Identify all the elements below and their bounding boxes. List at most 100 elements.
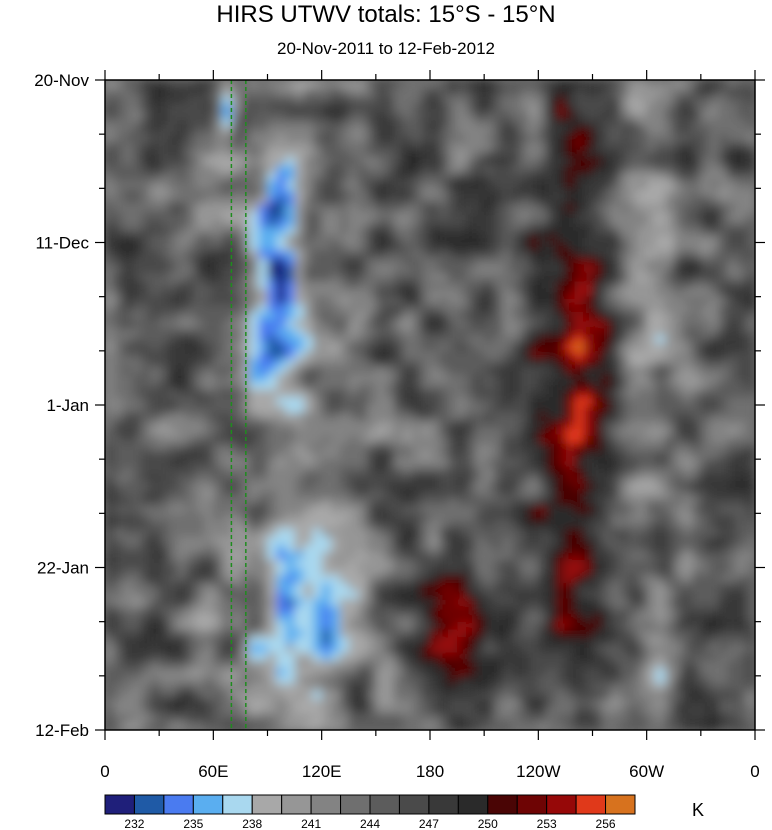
heatmap-cell (430, 281, 440, 290)
heatmap-cell (366, 134, 377, 143)
heatmap-cell (583, 513, 594, 522)
heatmap-cell (105, 196, 115, 205)
heatmap-cell (736, 110, 747, 120)
heatmap-cell (105, 521, 115, 530)
heatmap-cell (168, 559, 178, 569)
heatmap-cell (348, 80, 359, 89)
heatmap-cell (637, 451, 648, 460)
heatmap-cell (267, 405, 278, 414)
heatmap-cell (727, 126, 738, 135)
heatmap-cell (745, 196, 755, 205)
heatmap-cell (565, 521, 576, 530)
heatmap-cell (700, 567, 711, 576)
heatmap-cell (673, 428, 684, 437)
heatmap-cell (222, 203, 232, 213)
heatmap-cell (249, 606, 260, 615)
heatmap-cell (583, 389, 594, 398)
heatmap-cell (285, 304, 296, 313)
heatmap-cell (502, 157, 512, 166)
heatmap-cell (276, 420, 287, 429)
heatmap-cell (448, 521, 458, 530)
heatmap-cell (348, 257, 359, 267)
heatmap-cell (619, 575, 630, 584)
heatmap-cell (520, 451, 530, 460)
heatmap-cell (601, 521, 612, 530)
heatmap-cell (457, 327, 467, 336)
heatmap-cell (493, 505, 503, 514)
heatmap-cell (538, 474, 548, 483)
heatmap-cell (321, 459, 332, 468)
heatmap-cell (655, 335, 666, 344)
heatmap-cell (700, 590, 711, 600)
heatmap-cell (502, 165, 512, 174)
heatmap-cell (339, 319, 350, 329)
heatmap-cell (565, 312, 576, 321)
heatmap-cell (177, 335, 187, 344)
heatmap-cell (745, 466, 755, 476)
heatmap-cell (159, 110, 169, 120)
heatmap-cell (448, 451, 458, 460)
heatmap-cell (195, 528, 205, 538)
heatmap-cell (249, 397, 260, 406)
heatmap-cell (736, 273, 747, 282)
heatmap-cell (141, 613, 151, 623)
heatmap-cell (574, 227, 585, 236)
heatmap-cell (402, 459, 413, 468)
heatmap-cell (204, 567, 214, 576)
heatmap-cell (520, 141, 530, 151)
heatmap-cell (601, 544, 612, 553)
heatmap-cell (384, 582, 395, 592)
heatmap-cell (186, 412, 196, 422)
heatmap-cell (448, 288, 458, 298)
heatmap-cell (511, 536, 521, 545)
heatmap-cell (673, 87, 684, 97)
heatmap-cell (538, 319, 548, 329)
heatmap-cell (628, 466, 639, 476)
heatmap-cell (114, 319, 124, 329)
heatmap-cell (276, 598, 287, 607)
heatmap-cell (150, 412, 160, 422)
heatmap-cell (186, 312, 196, 321)
heatmap-cell (637, 412, 648, 422)
heatmap-cell (673, 358, 684, 367)
heatmap-cell (132, 188, 142, 197)
heatmap-cell (312, 559, 323, 569)
heatmap-cell (168, 575, 178, 584)
heatmap-cell (583, 443, 594, 453)
heatmap-cell (547, 273, 557, 282)
heatmap-cell (159, 118, 169, 128)
heatmap-cell (222, 80, 232, 89)
heatmap-cell (168, 165, 178, 174)
heatmap-cell (411, 141, 422, 151)
heatmap-cell (628, 552, 639, 561)
heatmap-cell (673, 381, 684, 391)
heatmap-cell (619, 273, 630, 282)
heatmap-cell (258, 598, 269, 607)
heatmap-cell (267, 559, 278, 569)
heatmap-cell (267, 227, 278, 236)
heatmap-cell (132, 606, 142, 615)
heatmap-cell (601, 219, 612, 228)
heatmap-cell (222, 180, 232, 189)
heatmap-cell (574, 590, 585, 600)
heatmap-cell (574, 521, 585, 530)
heatmap-cell (186, 172, 196, 182)
heatmap-cell (321, 110, 332, 120)
heatmap-cell (556, 598, 567, 607)
heatmap-cell (736, 435, 747, 445)
heatmap-cell (583, 544, 594, 553)
heatmap-cell (168, 544, 178, 553)
heatmap-cell (457, 544, 467, 553)
heatmap-cell (583, 165, 594, 174)
heatmap-cell (718, 536, 729, 545)
heatmap-cell (610, 312, 621, 321)
heatmap-cell (186, 227, 196, 236)
heatmap-cell (384, 343, 395, 352)
heatmap-cell (547, 490, 557, 499)
heatmap-cell (448, 281, 458, 290)
heatmap-cell (529, 227, 539, 236)
heatmap-cell (646, 474, 657, 483)
heatmap-cell (375, 559, 386, 569)
heatmap-cell (330, 552, 341, 561)
heatmap-cell (655, 474, 666, 483)
